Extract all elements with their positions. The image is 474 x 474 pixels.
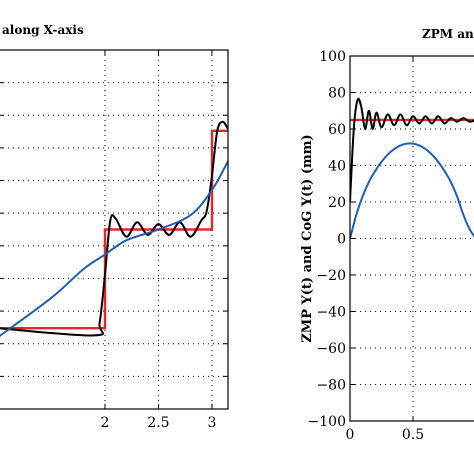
x-tick-label: 2 xyxy=(101,415,110,431)
y-tick-label: 0 xyxy=(337,232,346,248)
series-line-2 xyxy=(0,120,228,337)
y-tick-label: −80 xyxy=(316,378,346,394)
series-line-1 xyxy=(0,129,228,330)
series-line-3 xyxy=(350,142,474,239)
x-tick-label: 3 xyxy=(207,415,216,431)
chart-2: 0 0.5 −100 −80 −60 −40 −20 0 20 40 60 80 100 ZPM an ZM… xyxy=(300,27,474,443)
series-line-3 xyxy=(0,160,228,337)
x-tick-label: 0 xyxy=(346,427,355,443)
y-tick-label: 100 xyxy=(319,49,346,65)
y-tick-label: 20 xyxy=(328,195,346,211)
y-tick-label: −60 xyxy=(316,341,346,357)
y-tick-label: −20 xyxy=(316,268,346,284)
y-tick-label: −100 xyxy=(308,414,346,430)
y-tick-label: 80 xyxy=(328,86,346,102)
y-axis-label: ZMP Y(t) and CoG Y(t) (mm) xyxy=(300,134,315,342)
y-tick-label: 40 xyxy=(328,159,346,175)
x-tick-label: 2.5 xyxy=(147,415,169,431)
chart-1: 2 2.5 3 along X-axis xyxy=(0,23,229,431)
y-tick-label: −40 xyxy=(316,305,346,321)
x-tick-label: 0.5 xyxy=(402,427,424,443)
chart-title: ZPM an xyxy=(422,27,474,41)
chart-title: along X-axis xyxy=(2,23,84,37)
y-tick-label: 60 xyxy=(328,122,346,138)
grid-lines xyxy=(0,50,228,409)
series-line-2 xyxy=(350,97,474,203)
plot-frame xyxy=(0,49,229,410)
